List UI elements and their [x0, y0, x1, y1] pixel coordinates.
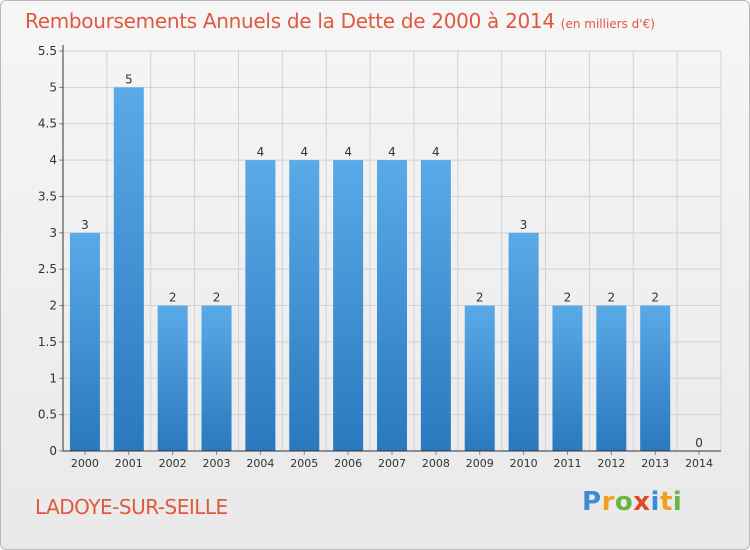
- x-tick-label: 2001: [115, 457, 143, 470]
- data-label: 3: [520, 218, 528, 232]
- data-label: 2: [608, 291, 616, 305]
- bar: [377, 160, 407, 451]
- y-tick-label: 0.5: [38, 408, 57, 422]
- x-tick-label: 2013: [641, 457, 669, 470]
- data-label: 3: [81, 218, 89, 232]
- data-label: 4: [432, 145, 440, 159]
- x-tick-label: 2003: [203, 457, 231, 470]
- x-tick-label: 2006: [334, 457, 362, 470]
- y-tick-label: 2: [49, 299, 57, 313]
- bar: [289, 160, 320, 451]
- bar: [245, 160, 276, 451]
- bar: [552, 305, 583, 451]
- bar: [420, 160, 451, 451]
- proxiti-logo: Proxiti: [582, 487, 683, 517]
- chart-subtitle: (en milliers d'€): [560, 17, 655, 31]
- y-tick-label: 3: [49, 226, 57, 240]
- y-tick-label: 1.5: [38, 335, 57, 349]
- x-tick-label: 2012: [597, 457, 625, 470]
- y-tick-label: 5.5: [38, 44, 57, 58]
- data-label: 5: [125, 72, 133, 86]
- x-tick-label: 2002: [159, 457, 187, 470]
- chart-title: Remboursements Annuels de la Dette de 20…: [25, 9, 655, 33]
- x-tick-label: 2008: [422, 457, 450, 470]
- commune-name: LADOYE-SUR-SEILLE: [35, 495, 228, 519]
- y-tick-label: 3.5: [38, 189, 57, 203]
- x-tick-label: 2009: [466, 457, 494, 470]
- bar: [596, 305, 627, 451]
- data-label: 2: [169, 291, 177, 305]
- x-tick-label: 2014: [685, 457, 713, 470]
- bar: [113, 87, 144, 451]
- data-label: 0: [695, 436, 703, 450]
- bar: [69, 232, 100, 451]
- x-tick-label: 2010: [510, 457, 538, 470]
- data-label: 2: [651, 291, 659, 305]
- bar: [157, 305, 188, 451]
- data-label: 4: [257, 145, 265, 159]
- x-tick-label: 2004: [246, 457, 274, 470]
- data-label: 2: [476, 291, 484, 305]
- x-tick-label: 2011: [553, 457, 581, 470]
- x-tick-label: 2000: [71, 457, 99, 470]
- data-label: 4: [300, 145, 308, 159]
- data-label: 4: [388, 145, 396, 159]
- data-label: 4: [344, 145, 352, 159]
- y-tick-label: 0: [49, 444, 57, 458]
- y-tick-label: 4: [49, 153, 57, 167]
- data-label: 2: [564, 291, 572, 305]
- bar: [508, 232, 539, 451]
- y-tick-label: 4.5: [38, 117, 57, 131]
- data-label: 2: [213, 291, 221, 305]
- x-tick-label: 2005: [290, 457, 318, 470]
- bar: [640, 305, 671, 451]
- bar: [201, 305, 232, 451]
- bar: [333, 160, 364, 451]
- x-tick-label: 2007: [378, 457, 406, 470]
- bar: [464, 305, 495, 451]
- y-tick-label: 1: [49, 371, 57, 385]
- chart-title-text: Remboursements Annuels de la Dette de 20…: [25, 9, 555, 33]
- y-tick-label: 2.5: [38, 262, 57, 276]
- y-tick-label: 5: [49, 80, 57, 94]
